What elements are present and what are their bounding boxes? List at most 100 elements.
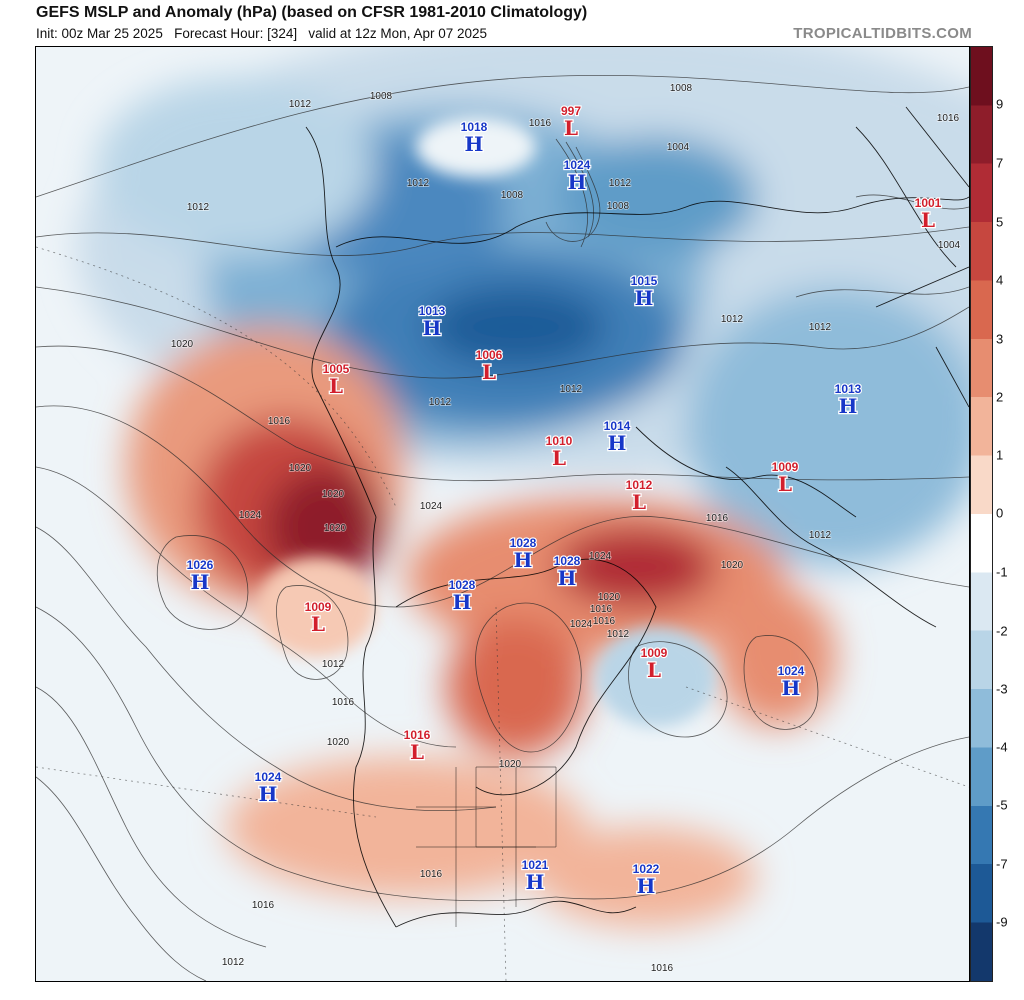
center-letter: H — [782, 676, 801, 700]
center-letter: H — [608, 431, 627, 455]
mslp-anomaly-map: 1012 1008 1008 1016 1012 1012 1008 1004 1008 1016… — [35, 46, 970, 982]
center-letter: L — [921, 208, 935, 232]
isobar-label: 1012 — [289, 99, 312, 110]
colorbar-tick-label: -3 — [996, 681, 1008, 697]
isobar-label: 1016 — [420, 869, 443, 880]
center-letter: L — [311, 612, 325, 636]
center-value: 1009 — [305, 600, 332, 614]
center-value: 1024 — [564, 158, 591, 172]
isobar-label: 1016 — [593, 616, 616, 627]
colorbar-tick-label: -4 — [996, 739, 1008, 755]
isobar-label: 1020 — [499, 759, 522, 770]
center-letter: L — [778, 472, 792, 496]
center-value: 1028 — [449, 578, 476, 592]
isobar-label: 1016 — [937, 113, 960, 124]
isobar-label: 1016 — [332, 697, 355, 708]
isobar-label: 1004 — [938, 240, 961, 251]
graticule — [36, 246, 969, 981]
center-letter: L — [552, 446, 566, 470]
center-value: 1028 — [554, 554, 581, 568]
isobar-label: 1020 — [598, 592, 621, 603]
isobar-label: 1012 — [187, 202, 210, 213]
center-value: 1012 — [626, 478, 653, 492]
colorbar-tick-label: 3 — [996, 331, 1004, 347]
isobar-label: 1012 — [609, 178, 632, 189]
center-value: 1001 — [915, 196, 942, 210]
center-value: 1018 — [461, 120, 488, 134]
center-letter: H — [465, 132, 484, 156]
center-letter: L — [329, 374, 343, 398]
center-value: 1009 — [641, 646, 668, 660]
isobar-label: 1020 — [289, 463, 312, 474]
center-value: 1006 — [476, 348, 503, 362]
center-letter: H — [259, 782, 278, 806]
center-letter: H — [514, 548, 533, 572]
center-value: 1005 — [323, 362, 350, 376]
center-value: 1022 — [633, 862, 660, 876]
colorbar-tick-label: 9 — [996, 96, 1004, 112]
isobar-label: 1020 — [324, 523, 347, 534]
contour-labels: 1012 1008 1008 1016 1012 1012 1008 1004 1008 1016… — [170, 82, 961, 975]
center-value: 997 — [561, 104, 581, 118]
center-value: 1026 — [187, 558, 214, 572]
center-letter: L — [632, 490, 646, 514]
isobar-label: 1012 — [322, 659, 345, 670]
isobar-label: 1024 — [239, 510, 262, 521]
center-letter: L — [482, 360, 496, 384]
isobar-label: 1016 — [252, 900, 275, 911]
center-value: 1024 — [778, 664, 805, 678]
center-letter: H — [423, 316, 442, 340]
isobar-label: 1008 — [607, 201, 630, 212]
isobar-label: 1020 — [327, 737, 350, 748]
center-value: 1021 — [522, 858, 549, 872]
center-letter: H — [453, 590, 472, 614]
colorbar-tick-label: 1 — [996, 447, 1004, 463]
isobar-label: 1020 — [171, 339, 194, 350]
isobar-label: 1012 — [809, 322, 832, 333]
isobar-label: 1012 — [607, 629, 630, 640]
center-letter: H — [637, 874, 656, 898]
center-value: 1013 — [835, 382, 862, 396]
anomaly-shading — [76, 47, 969, 927]
colorbar-tick-label: -7 — [996, 856, 1008, 872]
anomaly-colorbar — [970, 46, 993, 982]
center-letter: H — [568, 170, 587, 194]
colorbar-tick-label: -1 — [996, 564, 1008, 580]
center-letter: H — [839, 394, 858, 418]
chart-subtitle: Init: 00z Mar 25 2025 Forecast Hour: [32… — [36, 26, 488, 41]
isobar-label: 1012 — [721, 314, 744, 325]
isobar-label: 1008 — [501, 190, 524, 201]
isobar-label: 1008 — [370, 91, 393, 102]
isobar-label: 1008 — [670, 83, 693, 94]
isobar-label: 1012 — [222, 957, 245, 968]
isobar-label: 1016 — [590, 604, 613, 615]
isobar-label: 1020 — [721, 560, 744, 571]
isobar-label: 1016 — [268, 416, 291, 427]
colorbar-tick-label: 4 — [996, 272, 1004, 288]
center-value: 1009 — [772, 460, 799, 474]
center-value: 1013 — [419, 304, 446, 318]
center-letter: H — [526, 870, 545, 894]
isobar-label: 1012 — [407, 178, 430, 189]
brand-watermark: TROPICALTIDBITS.COM — [793, 25, 972, 42]
center-value: 1010 — [546, 434, 573, 448]
center-letter: H — [558, 566, 577, 590]
isobar-label: 1012 — [809, 530, 832, 541]
colorbar-tick-label: 7 — [996, 155, 1004, 171]
coastlines — [305, 106, 969, 928]
isobar-label: 1012 — [429, 397, 452, 408]
